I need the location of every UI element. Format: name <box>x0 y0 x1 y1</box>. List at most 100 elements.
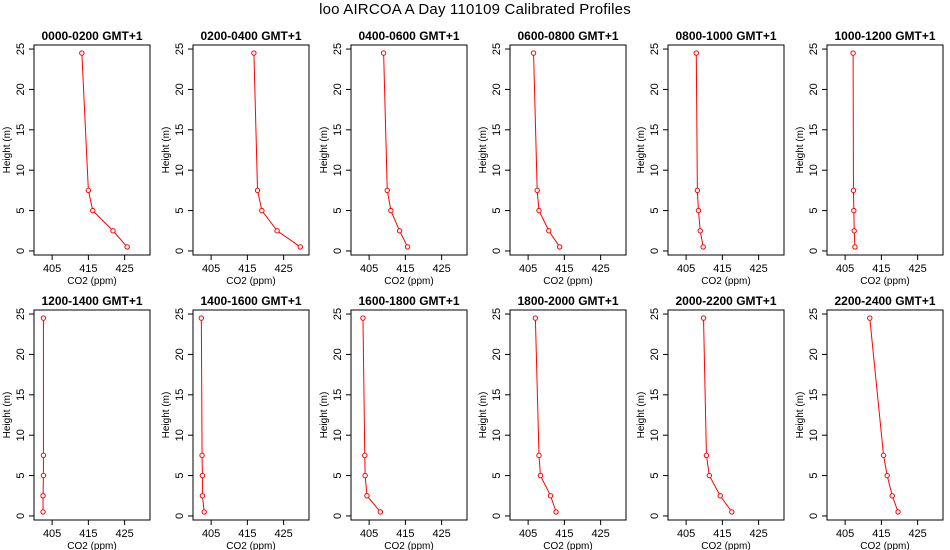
y-tick-label: 20 <box>491 83 503 95</box>
data-point <box>297 244 303 250</box>
y-axis-label: Height (m) <box>795 127 806 174</box>
data-point <box>850 187 857 194</box>
x-tick-label: 405 <box>677 528 695 540</box>
y-tick-label: 15 <box>332 124 344 136</box>
x-tick-label: 415 <box>238 263 256 275</box>
y-tick-label: 20 <box>174 348 186 360</box>
y-tick-label: 15 <box>15 124 27 136</box>
x-tick-label: 405 <box>43 528 61 540</box>
data-point <box>396 228 403 234</box>
x-axis-label: CO2 (ppm) <box>701 276 750 287</box>
data-point <box>530 50 537 56</box>
plot-frame <box>33 44 151 256</box>
y-tick-label: 15 <box>332 389 344 401</box>
data-point <box>199 472 206 479</box>
y-tick-label: 0 <box>174 248 186 254</box>
y-tick-label: 25 <box>174 308 186 320</box>
y-tick-label: 25 <box>15 43 27 55</box>
y-tick-label: 5 <box>808 208 820 214</box>
x-tick-label: 415 <box>396 263 414 275</box>
y-tick-label: 10 <box>15 164 27 176</box>
x-tick-label: 425 <box>908 263 926 275</box>
y-tick-label: 15 <box>808 124 820 136</box>
x-tick-label: 415 <box>713 263 731 275</box>
profile-line <box>362 318 381 513</box>
y-tick-label: 20 <box>174 83 186 95</box>
panel-title: 1200-1400 GMT+1 <box>41 294 142 308</box>
y-axis-label: Height (m) <box>2 392 13 439</box>
x-tick-label: 405 <box>360 263 378 275</box>
y-tick-label: 15 <box>491 389 503 401</box>
x-tick-label: 415 <box>872 528 890 540</box>
data-point <box>532 315 539 321</box>
plot-frame <box>192 309 310 521</box>
x-tick-label: 405 <box>43 263 61 275</box>
x-tick-label: 405 <box>202 263 220 275</box>
y-tick-label: 20 <box>808 83 820 95</box>
data-point <box>889 493 895 499</box>
data-point <box>259 207 265 214</box>
data-point <box>40 472 47 479</box>
y-tick-label: 0 <box>332 513 344 519</box>
data-point <box>694 187 701 194</box>
x-tick-label: 405 <box>360 528 378 540</box>
y-tick-label: 10 <box>491 164 503 176</box>
data-point <box>546 228 552 234</box>
panel-title: 1000-1200 GMT+1 <box>834 29 935 43</box>
y-tick-label: 20 <box>649 348 661 360</box>
plot-frame <box>509 309 627 521</box>
y-tick-label: 20 <box>332 83 344 95</box>
panel-title: 0800-1000 GMT+1 <box>675 29 776 43</box>
y-tick-label: 25 <box>491 43 503 55</box>
x-tick-label: 425 <box>591 528 609 540</box>
profile-line <box>703 318 733 513</box>
x-tick-label: 405 <box>677 263 695 275</box>
data-point <box>199 493 206 499</box>
panel-title: 1800-2000 GMT+1 <box>517 294 618 308</box>
data-point <box>536 452 542 459</box>
y-tick-label: 15 <box>808 389 820 401</box>
data-point <box>536 207 542 214</box>
x-axis-label: CO2 (ppm) <box>384 541 433 550</box>
y-tick-label: 15 <box>174 124 186 136</box>
x-tick-label: 425 <box>432 528 450 540</box>
x-tick-label: 425 <box>749 263 767 275</box>
profile-line <box>852 53 856 247</box>
x-tick-label: 425 <box>274 528 292 540</box>
y-tick-label: 15 <box>15 389 27 401</box>
y-tick-label: 10 <box>808 164 820 176</box>
plot-frame <box>826 309 944 521</box>
data-point <box>384 187 390 194</box>
data-point <box>851 207 857 214</box>
y-tick-label: 0 <box>808 513 820 519</box>
data-point <box>377 509 384 515</box>
plot-frame <box>667 309 785 521</box>
y-tick-label: 10 <box>332 429 344 441</box>
x-tick-label: 405 <box>519 263 537 275</box>
x-axis-label: CO2 (ppm) <box>543 276 592 287</box>
y-tick-label: 5 <box>174 473 186 479</box>
x-tick-label: 415 <box>713 528 731 540</box>
x-tick-label: 405 <box>202 528 220 540</box>
data-point <box>199 452 205 459</box>
y-tick-label: 20 <box>808 348 820 360</box>
y-tick-label: 0 <box>15 513 27 519</box>
x-tick-label: 415 <box>396 528 414 540</box>
x-axis-label: CO2 (ppm) <box>701 541 750 550</box>
y-axis-label: Height (m) <box>2 127 13 174</box>
x-tick-label: 425 <box>432 263 450 275</box>
y-tick-label: 0 <box>649 513 661 519</box>
data-point <box>700 244 706 250</box>
x-tick-label: 425 <box>274 263 292 275</box>
plot-frame <box>826 44 944 256</box>
y-tick-label: 0 <box>649 248 661 254</box>
y-axis-label: Height (m) <box>161 392 172 439</box>
